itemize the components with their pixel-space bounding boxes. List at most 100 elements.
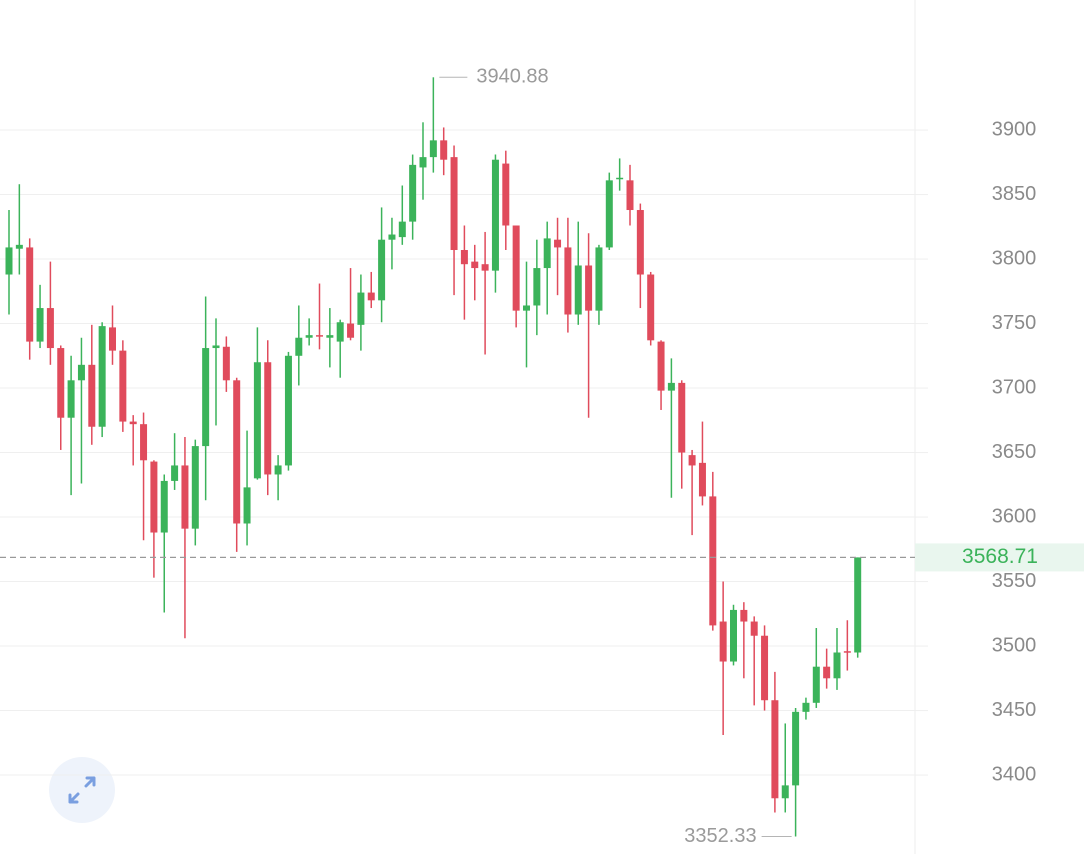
candle-body	[36, 308, 44, 342]
y-tick-label: 3800	[992, 247, 1037, 269]
candle-body	[533, 268, 541, 306]
candle-body	[719, 621, 727, 662]
candle-body	[160, 480, 168, 533]
candle-body	[15, 244, 23, 249]
candle-body	[833, 652, 841, 679]
candle-body	[843, 651, 851, 653]
candle-body	[253, 362, 261, 479]
candle-body	[574, 265, 582, 315]
candle-body	[854, 557, 862, 653]
candle-body	[336, 322, 344, 342]
candle-body	[88, 364, 96, 427]
candle-body	[512, 225, 520, 311]
candle-body	[5, 247, 13, 275]
candle-body	[316, 335, 323, 337]
candle-body	[450, 157, 458, 251]
candle-body	[181, 465, 189, 529]
candle-body	[595, 247, 603, 311]
candle-body	[305, 335, 313, 338]
candle-body	[502, 163, 510, 226]
expand-button-bg[interactable]	[49, 757, 115, 823]
candle-body	[647, 274, 655, 341]
min-label: 3352.33	[684, 825, 756, 847]
candle-body	[222, 346, 230, 381]
y-tick-label: 3700	[992, 376, 1037, 398]
candle-body	[616, 177, 624, 180]
last-price-box	[915, 543, 1084, 572]
candle-body	[367, 292, 375, 301]
y-tick-label: 3500	[992, 634, 1037, 656]
expand-icon[interactable]	[68, 776, 96, 804]
y-tick-label: 3650	[992, 441, 1037, 463]
candle-body	[77, 364, 85, 381]
candle-body	[419, 157, 427, 168]
candle-body	[243, 487, 251, 524]
candle-body	[688, 455, 696, 466]
candle-body	[585, 265, 593, 311]
candle-body	[543, 238, 551, 269]
candle-body	[481, 264, 489, 271]
candle-body	[781, 785, 789, 799]
candle-body	[150, 461, 158, 533]
candle-body	[26, 247, 34, 342]
candle-body	[792, 711, 800, 786]
candle-body	[730, 609, 737, 662]
candle-body	[460, 250, 468, 265]
candle-body	[119, 350, 127, 422]
candle-body	[802, 702, 810, 712]
candle-body	[129, 421, 137, 425]
candle-body	[657, 341, 665, 391]
expand-button[interactable]	[49, 757, 115, 823]
candle-body	[233, 380, 241, 524]
candle-body	[771, 700, 779, 799]
candle-body	[740, 609, 748, 622]
y-tick-label: 3850	[992, 183, 1037, 205]
candle-body	[750, 621, 758, 636]
candle-body	[440, 140, 448, 160]
candle-body	[471, 261, 479, 269]
candle-body	[295, 337, 303, 356]
candle-body	[57, 348, 65, 418]
candle-body	[212, 345, 220, 349]
candle-body	[98, 326, 106, 427]
candle-body	[678, 382, 686, 453]
y-tick-label: 3450	[992, 699, 1037, 721]
candle-body	[823, 666, 831, 679]
y-tick-label: 3400	[992, 763, 1037, 785]
candle-body	[326, 335, 334, 338]
candle-body	[357, 292, 365, 325]
candle-body	[398, 221, 406, 238]
candle-body	[626, 180, 634, 211]
candle-body	[67, 380, 75, 418]
last-price-label: 3568.71	[962, 545, 1038, 568]
candle-body	[140, 424, 148, 461]
y-tick-label: 3900	[992, 118, 1037, 140]
candle-body	[284, 355, 292, 466]
candle-body	[429, 140, 437, 158]
candle-body	[636, 210, 644, 275]
y-tick-label: 3550	[992, 570, 1037, 592]
candle-body	[274, 465, 282, 475]
candle-body	[698, 462, 706, 497]
candle-body	[191, 446, 199, 529]
max-label: 3940.88	[476, 66, 548, 88]
candle-body	[605, 180, 613, 248]
candle-body	[564, 247, 572, 315]
y-tick-label: 3600	[992, 505, 1037, 527]
candle-body	[709, 496, 717, 626]
candle-body	[812, 666, 820, 703]
candle-body	[491, 159, 499, 271]
candle-body	[523, 305, 530, 311]
candle-body	[46, 308, 54, 349]
candle-body	[409, 164, 417, 222]
candle-body	[109, 327, 116, 351]
y-tick-label: 3750	[992, 312, 1037, 334]
candle-body	[347, 323, 355, 338]
candle-body	[171, 465, 179, 481]
candle-body	[554, 239, 562, 248]
candle-body	[761, 635, 769, 701]
candle-body	[667, 382, 675, 391]
candle-body	[202, 348, 210, 447]
candle-body	[388, 234, 396, 240]
